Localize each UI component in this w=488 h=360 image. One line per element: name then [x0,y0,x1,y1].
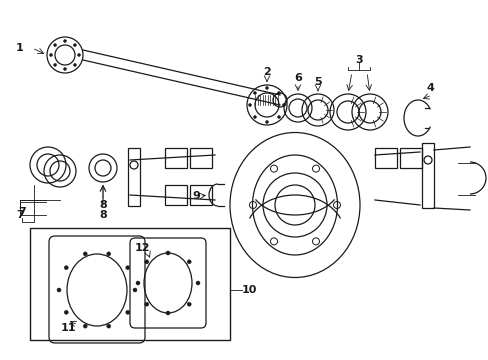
Bar [30,228,229,340]
Bar [374,148,396,168]
Circle shape [265,86,268,90]
Circle shape [73,63,76,66]
Circle shape [187,260,191,264]
Circle shape [64,310,68,314]
Text: 11: 11 [60,323,76,333]
Circle shape [165,251,170,255]
Bar [128,148,140,206]
Circle shape [83,324,87,328]
Text: 1: 1 [16,43,24,53]
Text: 5: 5 [314,77,321,87]
Circle shape [106,324,110,328]
Text: 3: 3 [354,55,362,65]
Circle shape [196,281,200,285]
Circle shape [144,260,148,264]
Bar [164,148,186,168]
Circle shape [265,121,268,123]
Circle shape [253,91,256,94]
Circle shape [277,91,280,94]
Text: 4: 4 [425,83,433,93]
Bar [190,148,212,168]
Text: 7: 7 [16,210,24,220]
Circle shape [133,288,137,292]
Circle shape [187,302,191,306]
Bar [190,185,212,205]
Circle shape [125,266,129,270]
Circle shape [64,266,68,270]
Circle shape [73,44,76,46]
Text: 8: 8 [99,210,107,220]
Circle shape [277,116,280,118]
Circle shape [106,252,110,256]
Bar [421,143,433,208]
Circle shape [49,54,52,57]
Text: 10: 10 [242,285,257,295]
Circle shape [165,311,170,315]
Text: 6: 6 [293,73,301,83]
Text: 7: 7 [18,207,26,217]
Bar [164,185,186,205]
Bar [399,148,421,168]
Circle shape [83,252,87,256]
Circle shape [136,281,140,285]
Circle shape [125,310,129,314]
Text: 9: 9 [192,191,200,201]
Circle shape [57,288,61,292]
Circle shape [248,104,251,107]
Circle shape [54,63,57,66]
Circle shape [144,302,148,306]
Circle shape [253,116,256,118]
Circle shape [63,68,66,71]
Circle shape [282,104,285,107]
Circle shape [77,54,81,57]
Circle shape [63,40,66,42]
Text: 8: 8 [99,200,107,210]
Text: 2: 2 [263,67,270,77]
Circle shape [54,44,57,46]
Text: 12: 12 [134,243,149,253]
